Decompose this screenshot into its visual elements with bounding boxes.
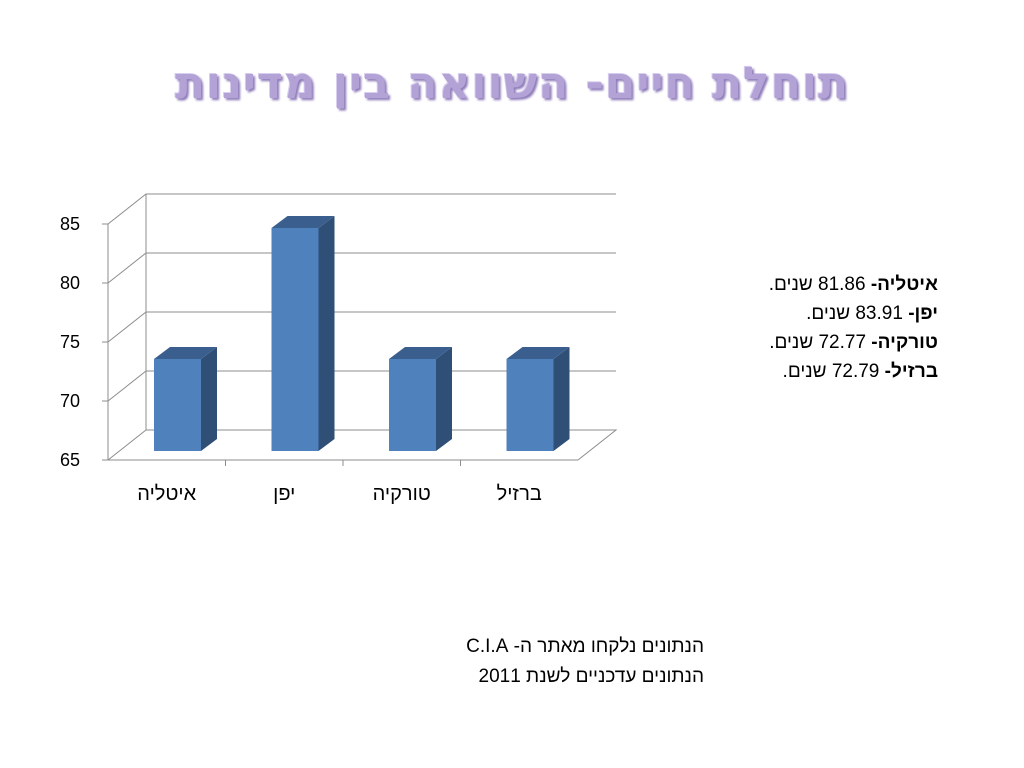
y-tick-label: 65 bbox=[60, 450, 80, 470]
y-tick-label: 80 bbox=[60, 273, 80, 293]
bar-top bbox=[506, 346, 570, 359]
bar-top bbox=[389, 346, 452, 359]
stat-row-brazil: ברזיל- 72.79 שנים. bbox=[560, 357, 938, 386]
stat-unit: שנים. bbox=[768, 274, 813, 295]
bar-0 bbox=[154, 358, 201, 451]
x-category-label: ברזיל bbox=[497, 483, 542, 505]
bar-2 bbox=[389, 358, 436, 451]
x-category-label: איטליה bbox=[137, 483, 196, 505]
stat-row-turkey: טורקיה- 72.77 שנים. bbox=[560, 328, 938, 357]
bar-side bbox=[436, 346, 452, 451]
x-category-label: טורקיה bbox=[373, 483, 431, 505]
bar-top bbox=[154, 346, 217, 359]
gridline bbox=[107, 193, 616, 225]
stat-row-italy: איטליה- 81.86 שנים. bbox=[560, 270, 938, 299]
bar-side bbox=[201, 346, 217, 451]
chart-bars bbox=[154, 215, 570, 451]
y-tick-label: 85 bbox=[60, 214, 80, 234]
stat-country: יפן- bbox=[908, 303, 938, 324]
data-source-note: הנתונים נלקחו מאתר ה- C.I.A הנתונים עדכנ… bbox=[360, 632, 704, 692]
y-tick-label: 70 bbox=[60, 391, 80, 411]
stat-unit: שנים. bbox=[782, 361, 827, 382]
bar-side bbox=[318, 215, 335, 451]
stat-row-japan: יפן- 83.91 שנים. bbox=[560, 299, 938, 328]
y-tick-label: 75 bbox=[60, 332, 80, 352]
life-expectancy-stats: איטליה- 81.86 שנים. יפן- 83.91 שנים. טור… bbox=[560, 270, 938, 386]
stat-value: 72.77 bbox=[818, 332, 867, 353]
stat-unit: שנים. bbox=[769, 332, 814, 353]
stat-unit: שנים. bbox=[806, 303, 851, 324]
chart-axes bbox=[102, 223, 578, 466]
source-line-1: הנתונים נלקחו מאתר ה- C.I.A bbox=[466, 636, 704, 657]
gridline bbox=[107, 311, 616, 343]
source-line-2: הנתונים עדכניים לשנת 2011 bbox=[478, 666, 705, 687]
bar-top bbox=[271, 215, 335, 228]
stat-country: איטליה- bbox=[870, 274, 938, 295]
chart-floor bbox=[107, 429, 618, 461]
chart-labels: 65 70 75 80 85 איטליה יפן טורקיה ברזיל bbox=[60, 214, 542, 505]
stat-country: ברזיל- bbox=[884, 361, 938, 382]
slide-title: תוחלת חיים- השוואה בין מדינות bbox=[174, 58, 850, 109]
stat-value: 81.86 bbox=[818, 274, 866, 295]
stat-value: 72.79 bbox=[831, 361, 880, 382]
stat-value: 83.91 bbox=[855, 303, 903, 324]
chart-gridlines bbox=[107, 193, 618, 461]
stat-country: טורקיה- bbox=[871, 332, 938, 353]
bar-3 bbox=[506, 358, 554, 451]
bar-1 bbox=[271, 227, 319, 451]
bar-side bbox=[553, 346, 570, 451]
gridline bbox=[107, 370, 616, 402]
x-category-label: יפן bbox=[273, 483, 295, 505]
gridline bbox=[107, 252, 616, 284]
